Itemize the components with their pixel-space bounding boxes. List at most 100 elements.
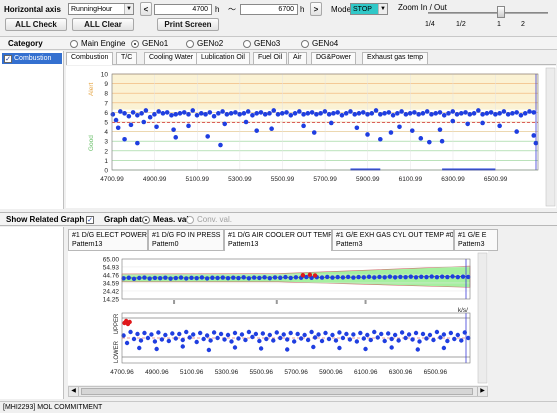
- tab-tc[interactable]: T/C: [116, 52, 138, 64]
- data-point: [254, 111, 260, 116]
- x-tick-label: 6500.96: [424, 369, 448, 376]
- data-point: [398, 274, 403, 280]
- data-point: [131, 276, 137, 282]
- check-icon: ✓: [4, 54, 12, 63]
- panel-tab-air-cooler-out-temp[interactable]: #1 D/G AIR COOLER OUT TEMP Pattern13: [224, 229, 332, 251]
- range-to-input[interactable]: 6700: [240, 4, 298, 15]
- scroll-right-icon[interactable]: ▶: [477, 387, 487, 396]
- data-point: [197, 330, 203, 336]
- prev-range-button[interactable]: <: [140, 2, 152, 16]
- tab-fuel-oil[interactable]: Fuel Oil: [253, 52, 288, 64]
- tab-lublication-oil[interactable]: Lublication Oil: [196, 52, 250, 64]
- data-point: [215, 275, 220, 281]
- data-point: [251, 275, 257, 280]
- data-point: [218, 142, 223, 148]
- x-tick-label: 4700.99: [100, 176, 124, 183]
- data-point: [194, 339, 199, 345]
- category-option-geno4[interactable]: GENo4: [301, 39, 338, 48]
- data-point: [377, 274, 382, 280]
- category-option-geno1[interactable]: GENo1: [131, 39, 168, 48]
- horizontal-axis-select[interactable]: RunningHour ▼: [68, 3, 134, 15]
- data-point: [298, 336, 304, 341]
- data-point: [222, 337, 227, 342]
- y-tick-label: 7: [104, 100, 108, 107]
- show-related-label: Show Related Graph: [6, 215, 85, 224]
- panel-tab-ge-e[interactable]: #1 G/E E Pattern3: [454, 229, 498, 251]
- data-point: [285, 337, 290, 342]
- data-point: [149, 332, 154, 337]
- plot-frame: [111, 73, 539, 171]
- data-point: [445, 274, 450, 280]
- mode-select[interactable]: STOP ▼: [350, 3, 388, 15]
- data-point: [189, 275, 194, 281]
- data-point: [351, 332, 356, 337]
- data-point: [335, 110, 340, 115]
- zoom-label: Zoom In / Out: [398, 3, 447, 12]
- print-screen-button[interactable]: Print Screen: [157, 18, 219, 31]
- data-point: [142, 275, 147, 280]
- data-point: [207, 110, 213, 115]
- category-option-label: Main Engine: [81, 39, 126, 48]
- panel-tab-exh-gas-cyl-out-temp[interactable]: #1 G/E EXH GAS CYL OUT TEMP #01 Pattern3: [332, 229, 454, 251]
- all-clear-button[interactable]: ALL Clear: [72, 18, 134, 31]
- data-point: [131, 336, 137, 342]
- data-point: [141, 119, 147, 125]
- tab-exhaust-gas-temp[interactable]: Exhaust gas temp: [362, 52, 429, 64]
- data-point: [258, 110, 264, 115]
- category-option-geno2[interactable]: GENo2: [186, 39, 223, 48]
- data-point: [375, 335, 380, 340]
- data-point: [160, 111, 166, 116]
- data-point: [278, 275, 283, 280]
- data-point: [378, 112, 383, 117]
- panel-tab-title: #1 D/G ELECT POWER: [72, 232, 147, 239]
- data-point: [206, 347, 212, 353]
- data-point: [152, 339, 158, 344]
- data-point: [236, 275, 241, 281]
- data-point: [154, 346, 159, 352]
- tab-cooling-water[interactable]: Cooling Water: [144, 52, 199, 64]
- sidebar-item-label: Combustion: [14, 55, 52, 62]
- tab-dg-power[interactable]: DG&Power: [311, 52, 357, 64]
- range-from-input[interactable]: 4700: [154, 4, 212, 15]
- data-point: [309, 329, 314, 335]
- data-point: [378, 136, 383, 142]
- panel-tab-pattern: Pattern3: [458, 241, 485, 248]
- data-point: [118, 109, 123, 114]
- scrollbar-thumb[interactable]: [81, 388, 473, 395]
- data-point: [152, 112, 157, 117]
- panel-tab-fo-in-press[interactable]: #1 D/G FO IN PRESS Pattern0: [148, 229, 224, 251]
- data-point: [199, 275, 205, 280]
- show-related-checkbox[interactable]: ✓: [86, 215, 94, 224]
- data-point: [433, 111, 439, 116]
- horizontal-scrollbar[interactable]: ◀ ▶: [68, 386, 488, 397]
- zoom-slider-track[interactable]: [428, 12, 548, 14]
- zoom-tick-two: 2: [521, 21, 525, 28]
- next-range-button[interactable]: >: [310, 2, 322, 16]
- conv-val-radio[interactable]: Conv. val.: [186, 215, 232, 224]
- scroll-left-icon[interactable]: ◀: [69, 387, 79, 396]
- sidebar-item-combustion[interactable]: ✓ Combustion: [2, 53, 62, 64]
- data-point: [314, 112, 319, 117]
- y-tick-label: 14.25: [103, 297, 120, 304]
- data-point: [390, 112, 396, 118]
- data-point: [448, 330, 454, 336]
- zoom-slider-handle[interactable]: [497, 6, 505, 18]
- meas-val-radio[interactable]: Meas. val.: [142, 215, 191, 224]
- data-point: [163, 332, 168, 338]
- all-check-button[interactable]: ALL Check: [5, 18, 67, 31]
- tab-combustion[interactable]: Combustion: [66, 52, 114, 65]
- data-point: [128, 329, 133, 335]
- good-band-label: Good: [88, 135, 95, 151]
- panel-tab-elect-power[interactable]: #1 D/G ELECT POWER Pattern13: [68, 229, 148, 251]
- data-point: [311, 130, 317, 135]
- data-point: [337, 345, 342, 351]
- alert-data-point: [127, 319, 132, 325]
- conv-val-label: Conv. val.: [197, 215, 232, 224]
- data-point: [220, 109, 225, 114]
- data-point: [382, 275, 387, 280]
- tab-air[interactable]: Air: [288, 52, 307, 64]
- category-option-main-engine[interactable]: Main Engine: [70, 39, 125, 48]
- category-option-geno3[interactable]: GENo3: [243, 39, 280, 48]
- data-point: [501, 109, 507, 114]
